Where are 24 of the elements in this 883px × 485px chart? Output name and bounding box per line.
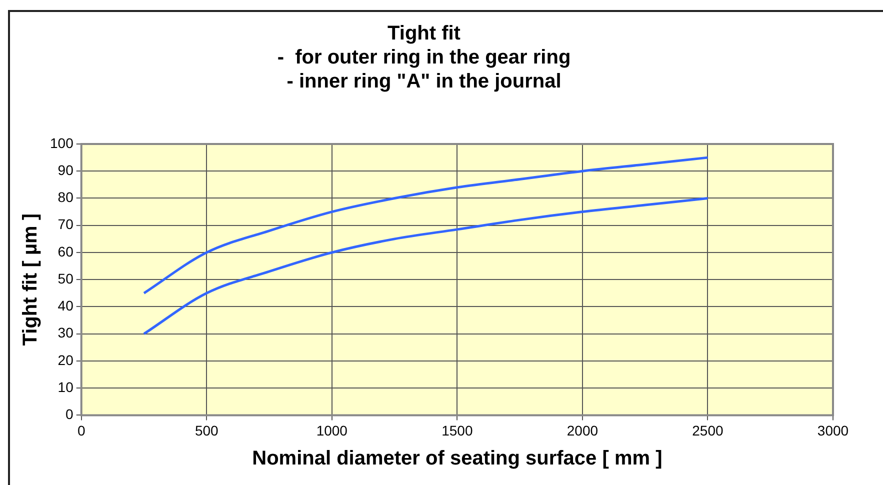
x-tick-label: 0: [77, 422, 86, 438]
y-tick-label: 80: [58, 189, 74, 206]
y-tick-label: 100: [50, 134, 74, 151]
y-tick-label: 70: [58, 216, 74, 232]
x-tick-label: 3000: [817, 422, 849, 438]
y-tick-label: 0: [66, 406, 74, 422]
chart-title: Tight fit: [388, 22, 461, 45]
x-tick-label: 1000: [316, 422, 348, 438]
y-tick-label: 90: [58, 162, 74, 178]
y-tick-label: 20: [58, 352, 74, 368]
y-tick-label: 40: [58, 298, 74, 314]
chart-subtitle: - for outer ring in the gear ring - inner ring "A" in the journal: [277, 46, 571, 93]
x-tick-label: 500: [194, 422, 219, 438]
x-tick-label: 1500: [442, 422, 473, 438]
line-series: [142, 156, 709, 294]
x-tick-label: 2000: [566, 422, 598, 438]
x-axis-title: Nominal diameter of seating surface [ mm ]: [252, 448, 662, 470]
y-tick-label: 10: [58, 378, 74, 395]
y-tick-label: 60: [58, 243, 74, 260]
y-tick-label: 30: [58, 324, 74, 341]
y-axis-title: Tight fit [ µm ]: [20, 213, 42, 346]
y-tick-label: 50: [58, 270, 74, 286]
line-series: [142, 196, 709, 336]
x-tick-label: 2500: [692, 422, 724, 438]
